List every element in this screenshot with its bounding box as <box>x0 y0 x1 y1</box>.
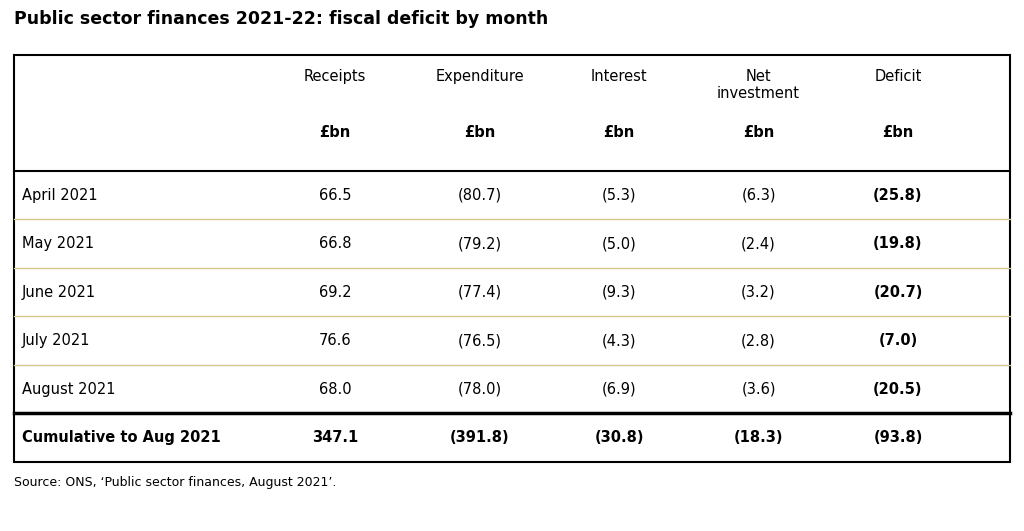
Text: April 2021: April 2021 <box>22 188 97 203</box>
Text: (5.0): (5.0) <box>602 236 637 251</box>
Text: (9.3): (9.3) <box>602 285 636 299</box>
Text: (3.6): (3.6) <box>741 382 776 397</box>
Text: June 2021: June 2021 <box>22 285 96 299</box>
Text: (20.7): (20.7) <box>873 285 923 299</box>
Text: (25.8): (25.8) <box>873 188 923 203</box>
Text: (19.8): (19.8) <box>873 236 923 251</box>
Text: (77.4): (77.4) <box>458 285 502 299</box>
Text: 76.6: 76.6 <box>318 333 351 348</box>
Text: (80.7): (80.7) <box>458 188 502 203</box>
Text: (2.4): (2.4) <box>741 236 776 251</box>
Text: £bn: £bn <box>603 125 635 140</box>
Text: Receipts: Receipts <box>304 69 367 84</box>
Text: (6.3): (6.3) <box>741 188 776 203</box>
Text: 69.2: 69.2 <box>318 285 351 299</box>
Text: 66.5: 66.5 <box>318 188 351 203</box>
Text: 347.1: 347.1 <box>312 430 358 446</box>
Text: (79.2): (79.2) <box>458 236 502 251</box>
Text: Net
investment: Net investment <box>717 69 800 101</box>
Text: (30.8): (30.8) <box>594 430 644 446</box>
Text: £bn: £bn <box>883 125 913 140</box>
Text: (391.8): (391.8) <box>450 430 510 446</box>
Text: £bn: £bn <box>319 125 351 140</box>
Text: July 2021: July 2021 <box>22 333 90 348</box>
Text: (78.0): (78.0) <box>458 382 502 397</box>
Text: Source: ONS, ‘Public sector finances, August 2021’.: Source: ONS, ‘Public sector finances, Au… <box>14 476 336 489</box>
Bar <box>14 55 1010 462</box>
Text: (4.3): (4.3) <box>602 333 636 348</box>
Text: (3.2): (3.2) <box>741 285 776 299</box>
Text: 66.8: 66.8 <box>318 236 351 251</box>
Text: 68.0: 68.0 <box>318 382 351 397</box>
Text: (18.3): (18.3) <box>734 430 783 446</box>
Text: (20.5): (20.5) <box>873 382 923 397</box>
Text: (7.0): (7.0) <box>879 333 918 348</box>
Text: Expenditure: Expenditure <box>435 69 524 84</box>
Text: (93.8): (93.8) <box>873 430 923 446</box>
Text: Interest: Interest <box>591 69 647 84</box>
Text: £bn: £bn <box>464 125 496 140</box>
Text: May 2021: May 2021 <box>22 236 94 251</box>
Text: Cumulative to Aug 2021: Cumulative to Aug 2021 <box>22 430 221 446</box>
Text: (76.5): (76.5) <box>458 333 502 348</box>
Text: (2.8): (2.8) <box>741 333 776 348</box>
Text: August 2021: August 2021 <box>22 382 116 397</box>
Text: Public sector finances 2021-22: fiscal deficit by month: Public sector finances 2021-22: fiscal d… <box>14 10 548 28</box>
Text: £bn: £bn <box>742 125 774 140</box>
Text: (5.3): (5.3) <box>602 188 636 203</box>
Text: Deficit: Deficit <box>874 69 922 84</box>
Text: (6.9): (6.9) <box>602 382 636 397</box>
